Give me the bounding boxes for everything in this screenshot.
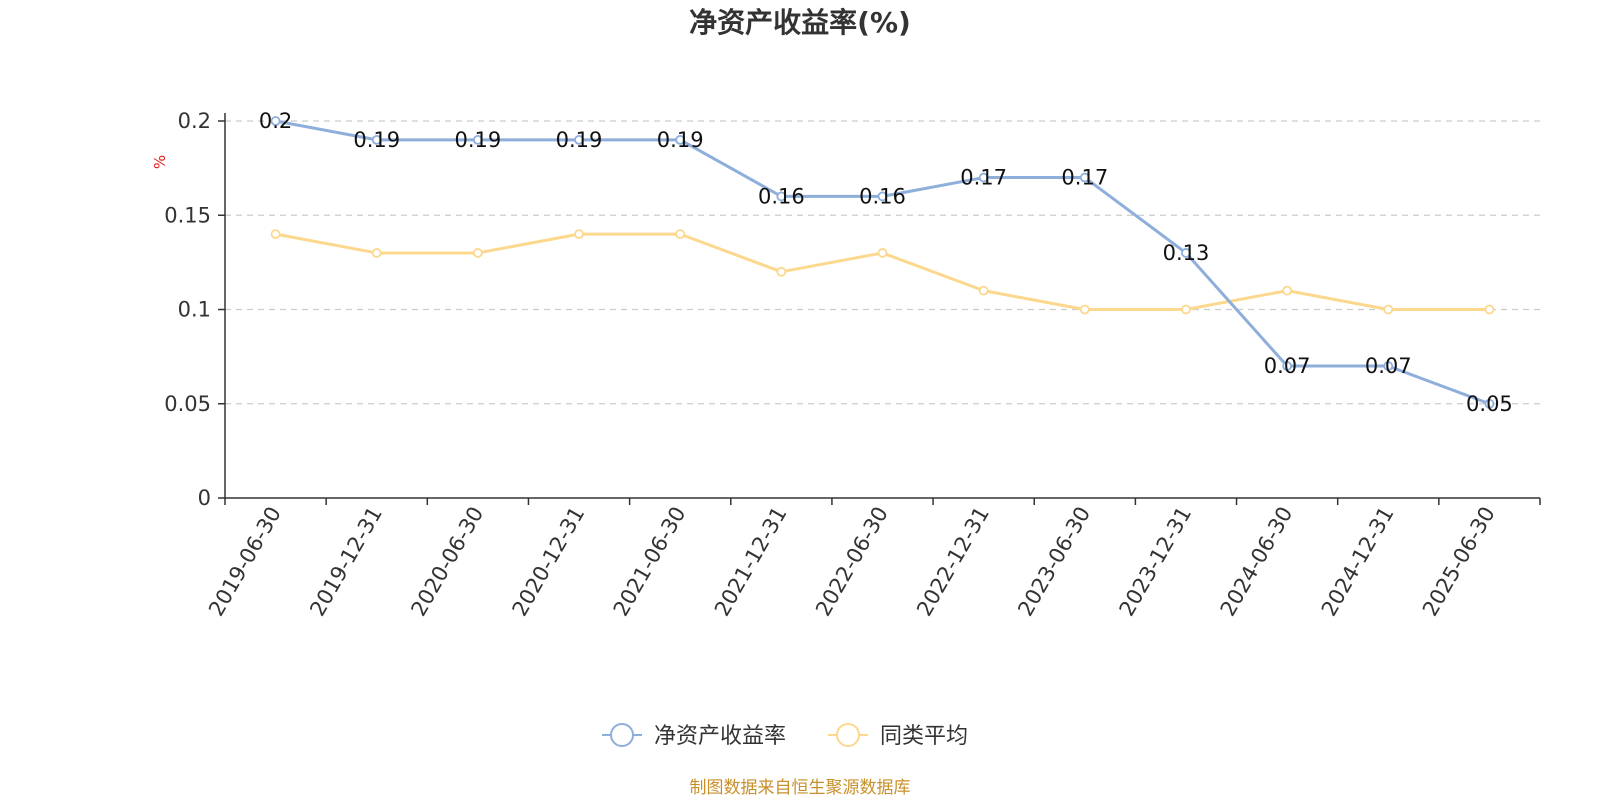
series-point-1	[675, 229, 686, 240]
y-axis-unit: %	[151, 155, 169, 169]
series-point-1	[1484, 304, 1495, 315]
data-label: 0.19	[455, 128, 502, 152]
legend-label: 同类平均	[880, 724, 968, 749]
data-label: 0.07	[1365, 354, 1412, 378]
x-tick-label: 2024-12-31	[1317, 503, 1399, 621]
chart-title: 净资产收益率(%)	[689, 6, 911, 39]
series-point-1	[1383, 304, 1394, 315]
series-point-1	[776, 266, 787, 277]
series-point-1	[270, 229, 281, 240]
x-tick-label: 2024-06-30	[1216, 503, 1298, 621]
x-tick-label: 2025-06-30	[1418, 503, 1500, 621]
legend: 净资产收益率 同类平均	[602, 723, 968, 749]
data-label: 0.19	[556, 128, 603, 152]
source-note: 制图数据来自恒生聚源数据库	[690, 778, 911, 798]
x-tick-label: 2021-12-31	[710, 503, 792, 621]
y-tick-label: 0.1	[178, 298, 211, 322]
x-tick-label: 2023-12-31	[1114, 503, 1196, 621]
y-tick-label: 0	[198, 486, 211, 510]
y-tick-label: 0.2	[178, 109, 211, 133]
legend-swatch-marker	[610, 723, 634, 747]
legend-label: 净资产收益率	[654, 724, 786, 749]
x-tick-label: 2019-06-30	[204, 503, 286, 621]
data-label: 0.19	[353, 128, 400, 152]
data-label: 0.17	[960, 166, 1007, 190]
series-point-0	[675, 134, 686, 145]
legend-swatch-marker	[836, 723, 860, 747]
data-label: 0.2	[259, 109, 292, 133]
y-tick-label: 0.15	[164, 203, 211, 227]
series-point-0	[1383, 361, 1394, 371]
series-point-1	[574, 229, 584, 240]
x-tick-label: 2023-06-30	[1013, 503, 1095, 621]
series-line-1	[275, 232, 1490, 311]
data-label: 0.13	[1163, 241, 1210, 265]
data-label: 0.07	[1264, 354, 1311, 378]
series-point-0	[877, 191, 888, 202]
series-point-1	[978, 285, 989, 296]
data-label: 0.16	[859, 184, 906, 208]
data-label: 0.17	[1061, 166, 1108, 190]
series-point-1	[472, 248, 483, 258]
y-tick-label: 0.05	[164, 392, 211, 416]
x-tick-label: 2019-12-31	[305, 503, 387, 621]
series-point-0	[472, 134, 483, 145]
data-label: 0.19	[657, 128, 704, 152]
series-layer	[270, 116, 1495, 409]
series-point-0	[978, 172, 989, 183]
series-point-1	[1079, 304, 1090, 315]
series-point-0	[1079, 172, 1090, 183]
series-point-1	[1282, 285, 1293, 296]
series-point-0	[1282, 361, 1293, 371]
series-point-1	[371, 248, 382, 258]
x-tick-label: 2020-06-30	[406, 503, 488, 621]
series-point-1	[1181, 304, 1191, 315]
series-point-0	[1484, 398, 1495, 409]
series-point-0	[574, 134, 584, 145]
series-point-0	[371, 134, 382, 145]
series-point-0	[1181, 248, 1191, 258]
series-point-1	[877, 248, 888, 258]
series-point-0	[776, 191, 787, 202]
data-label: 0.16	[758, 184, 805, 208]
x-tick-label: 2020-12-31	[508, 503, 590, 621]
x-tick-label: 2022-06-30	[811, 503, 893, 621]
data-label: 0.05	[1466, 392, 1513, 416]
grid-lines	[225, 120, 1540, 405]
data-labels: 0.2 0.19 0.19 0.19 0.19 0.16 0.16 0.17 0.17 0.13 0…	[259, 109, 1513, 416]
x-tick-label: 2021-06-30	[609, 503, 691, 621]
x-tick-label: 2022-12-31	[912, 503, 994, 621]
series-point-0	[270, 116, 281, 126]
